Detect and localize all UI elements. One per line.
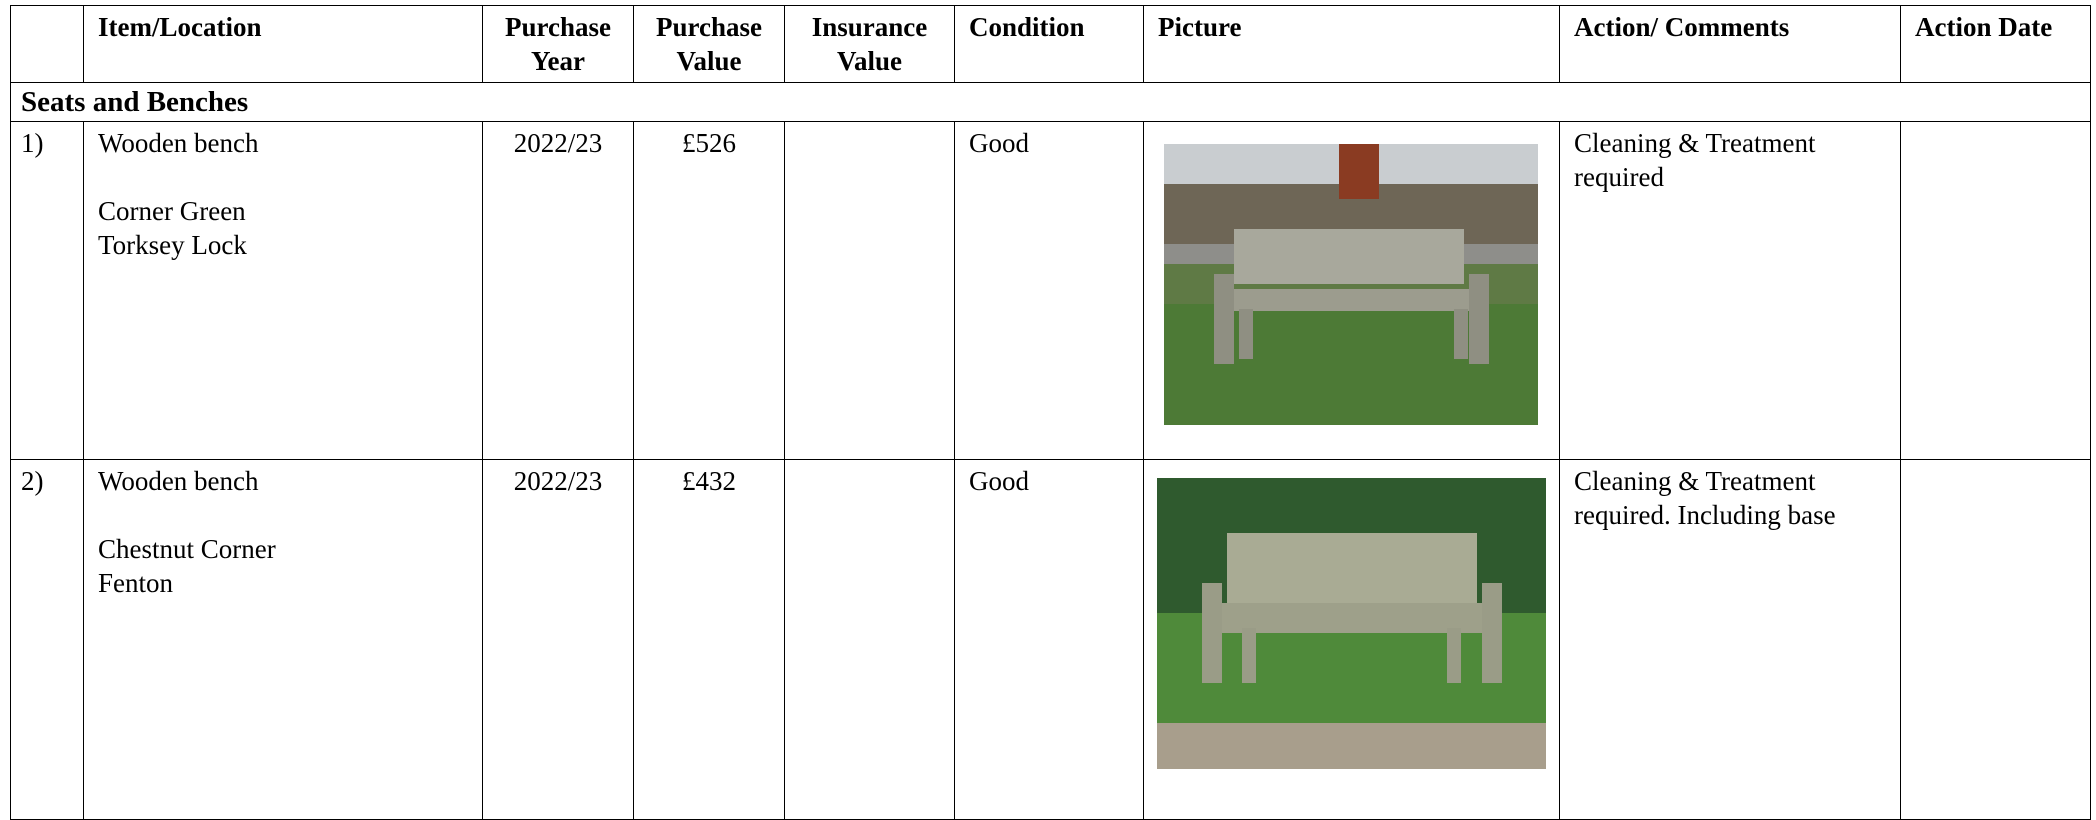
insurance-cell [784, 121, 955, 460]
item-cell: Wooden bench Chestnut Corner Fenton [83, 459, 483, 820]
picture-cell [1143, 459, 1560, 820]
condition-cell: Good [954, 121, 1144, 460]
item-name: Wooden bench [98, 128, 259, 158]
header-cell: Condition [954, 5, 1144, 83]
insurance-cell [784, 459, 955, 820]
inventory-table: Item/Location Purchase Year Purchase Val… [10, 5, 2091, 820]
year-cell: 2022/23 [482, 121, 634, 460]
table-row: 1) Wooden bench Corner Green Torksey Loc… [10, 121, 2091, 460]
row-number: 1) [10, 121, 84, 460]
bench-photo [1164, 144, 1538, 425]
comments-cell: Cleaning & Treatment required. Including… [1559, 459, 1901, 820]
action-date-cell [1900, 121, 2091, 460]
picture-cell [1143, 121, 1560, 460]
section-title: Seats and Benches [10, 82, 2091, 122]
action-date-cell [1900, 459, 2091, 820]
table-row: 2) Wooden bench Chestnut Corner Fenton 2… [10, 459, 2091, 820]
value-cell: £526 [633, 121, 785, 460]
header-row: Item/Location Purchase Year Purchase Val… [10, 5, 2091, 83]
header-cell [10, 5, 84, 83]
header-cell: Insurance Value [784, 5, 955, 83]
location-line: Corner Green [98, 196, 246, 226]
row-number: 2) [10, 459, 84, 820]
header-cell: Purchase Value [633, 5, 785, 83]
location-line: Chestnut Corner [98, 534, 276, 564]
header-cell: Purchase Year [482, 5, 634, 83]
comments-cell: Cleaning & Treatment required [1559, 121, 1901, 460]
item-cell: Wooden bench Corner Green Torksey Lock [83, 121, 483, 460]
value-cell: £432 [633, 459, 785, 820]
bench-photo [1157, 478, 1546, 769]
condition-cell: Good [954, 459, 1144, 820]
header-cell: Picture [1143, 5, 1560, 83]
page: Item/Location Purchase Year Purchase Val… [10, 5, 2091, 820]
section-row: Seats and Benches [10, 82, 2091, 122]
header-cell: Action Date [1900, 5, 2091, 83]
location-line: Fenton [98, 568, 174, 598]
location-line: Torksey Lock [98, 230, 247, 260]
item-name: Wooden bench [98, 466, 259, 496]
year-cell: 2022/23 [482, 459, 634, 820]
header-cell: Action/ Comments [1559, 5, 1901, 83]
header-cell: Item/Location [83, 5, 483, 83]
